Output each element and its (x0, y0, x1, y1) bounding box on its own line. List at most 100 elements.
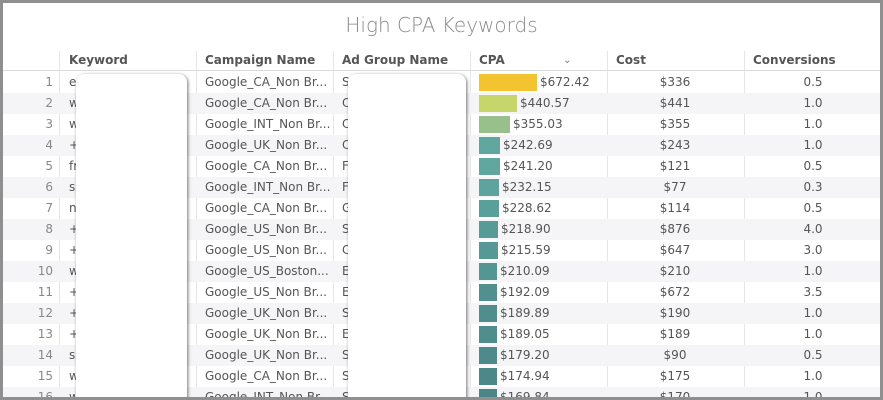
cost-cell: $190 (659, 306, 691, 320)
chevron-down-icon[interactable]: ⌄ (563, 55, 572, 66)
cost-cell: $77 (663, 180, 687, 194)
cpa-value: $355.03 (513, 117, 563, 131)
row-number: 7 (45, 201, 53, 215)
column-header-cost[interactable]: Cost (616, 53, 646, 67)
ad-group-cell: C (342, 117, 351, 131)
cpa-value: $672.42 (540, 75, 590, 89)
ad-group-cell: S (342, 390, 350, 400)
conversions-cell: 0.5 (803, 75, 823, 89)
row-number: 10 (37, 264, 53, 278)
cpa-cell: $189.05 (479, 324, 605, 345)
table-row[interactable]: 9 + Google_US_Non Br... C $215.59 $647 3.0 (3, 240, 880, 261)
column-header-conversions[interactable]: Conversions (753, 53, 836, 67)
row-number: 16 (37, 390, 53, 400)
ad-group-cell: F (342, 180, 349, 194)
cpa-cell: $189.89 (479, 303, 605, 324)
ad-group-cell: G (342, 201, 352, 215)
cost-cell: $114 (659, 201, 691, 215)
cost-cell: $876 (659, 222, 691, 236)
table-row[interactable]: 1 e Google_CA_Non Br... S $672.42 $336 0.5 (3, 72, 880, 93)
table-body: 1 e Google_CA_Non Br... S $672.42 $336 0.5 2 w Go… (3, 72, 880, 400)
cost-cell: $210 (659, 264, 691, 278)
redaction-block-ad-group (348, 74, 466, 397)
cost-cell: $243 (659, 138, 691, 152)
cpa-value: $232.15 (502, 180, 552, 194)
keyword-cell: w (69, 117, 79, 131)
conversions-cell: 1.0 (803, 138, 823, 152)
cpa-bar (479, 326, 497, 343)
cpa-bar (479, 200, 499, 217)
keyword-cell: s (69, 180, 76, 194)
keyword-cell: + (69, 138, 79, 152)
ad-group-cell: S (342, 222, 350, 236)
cost-cell: $441 (659, 96, 691, 110)
keyword-cell: e (69, 75, 77, 89)
conversions-cell: 1.0 (803, 264, 823, 278)
campaign-cell: Google_US_Non Br... (205, 243, 327, 257)
cpa-cell: $672.42 (479, 72, 605, 93)
cpa-value: $242.69 (503, 138, 553, 152)
campaign-cell: Google_INT_Non Br... (205, 390, 331, 400)
cpa-value: $169.84 (500, 390, 550, 400)
cost-cell: $90 (663, 348, 687, 362)
ad-group-cell: C (342, 243, 351, 257)
column-header-keyword[interactable]: Keyword (69, 53, 128, 67)
cpa-value: $440.57 (520, 96, 570, 110)
campaign-cell: Google_INT_Non Br... (205, 180, 331, 194)
column-header-campaign[interactable]: Campaign Name (205, 53, 316, 67)
campaign-cell: Google_UK_Non Br... (205, 306, 328, 320)
cost-cell: $170 (659, 390, 691, 400)
cpa-cell: $210.09 (479, 261, 605, 282)
cost-cell: $121 (659, 159, 691, 173)
row-number: 2 (45, 96, 53, 110)
cpa-value: $179.20 (500, 348, 550, 362)
cpa-cell: $232.15 (479, 177, 605, 198)
conversions-cell: 1.0 (803, 369, 823, 383)
column-header-cpa[interactable]: CPA (479, 53, 505, 67)
cpa-bar (479, 368, 497, 385)
row-number: 12 (37, 306, 53, 320)
cpa-bar (479, 305, 497, 322)
conversions-cell: 3.0 (803, 243, 823, 257)
cpa-value: $192.09 (500, 285, 550, 299)
campaign-cell: Google_CA_Non Br... (205, 369, 328, 383)
cost-cell: $355 (659, 117, 691, 131)
table-row[interactable]: 3 w Google_INT_Non Br... C $355.03 $355 1.0 (3, 114, 880, 135)
conversions-cell: 4.0 (803, 222, 823, 236)
campaign-cell: Google_CA_Non Br... (205, 75, 328, 89)
campaign-cell: Google_US_Non Br... (205, 285, 327, 299)
row-number: 15 (37, 369, 53, 383)
cpa-value: $228.62 (502, 201, 552, 215)
row-number: 6 (45, 180, 53, 194)
campaign-cell: Google_UK_Non Br... (205, 138, 328, 152)
cpa-cell: $192.09 (479, 282, 605, 303)
row-number: 3 (45, 117, 53, 131)
conversions-cell: 3.5 (803, 285, 823, 299)
campaign-cell: Google_US_Non Br... (205, 222, 327, 236)
ad-group-cell: S (342, 306, 350, 320)
table-row[interactable]: 13 + Google_UK_Non Br... E $189.05 $189 1.0 (3, 324, 880, 345)
cost-cell: $175 (659, 369, 691, 383)
table-row[interactable]: 11 + Google_US_Non Br... E $192.09 $672 3.5 (3, 282, 880, 303)
cpa-bar (479, 263, 497, 280)
cost-cell: $189 (659, 327, 691, 341)
campaign-cell: Google_INT_Non Br... (205, 117, 331, 131)
conversions-cell: 0.5 (803, 348, 823, 362)
table-row[interactable]: 5 fr Google_CA_Non Br... F $241.20 $121 0.5 (3, 156, 880, 177)
cpa-cell: $440.57 (479, 93, 605, 114)
cpa-cell: $228.62 (479, 198, 605, 219)
cpa-cell: $174.94 (479, 366, 605, 387)
keyword-cell: + (69, 327, 79, 341)
conversions-cell: 1.0 (803, 306, 823, 320)
cpa-bar (479, 347, 497, 364)
column-header-ad-group[interactable]: Ad Group Name (342, 53, 449, 67)
table-row[interactable]: 15 w Google_CA_Non Br... S $174.94 $175 1.0 (3, 366, 880, 387)
cpa-bar (479, 95, 517, 112)
ad-group-cell: E (342, 264, 350, 278)
keyword-cell: w (69, 96, 79, 110)
cpa-cell: $242.69 (479, 135, 605, 156)
table-row[interactable]: 7 n Google_CA_Non Br... G $228.62 $114 0.5 (3, 198, 880, 219)
keyword-cell: w (69, 390, 79, 400)
cpa-bar (479, 137, 500, 154)
